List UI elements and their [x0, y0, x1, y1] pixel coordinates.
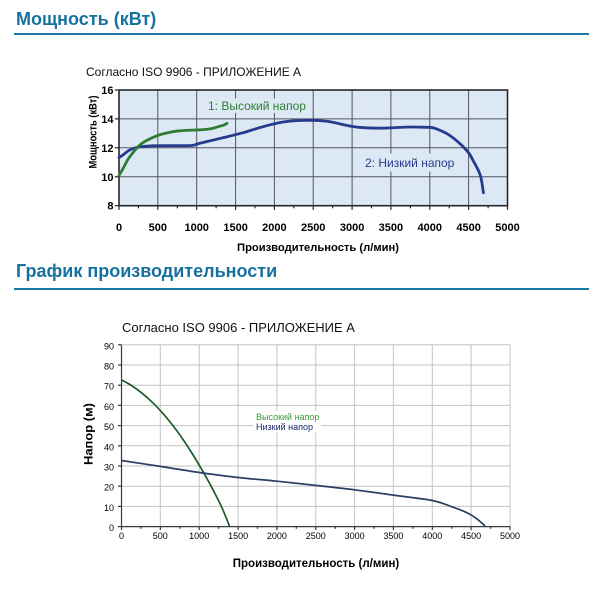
svg-text:Производительность (л/мин): Производительность (л/мин) [237, 242, 399, 254]
svg-text:Низкий напор: Низкий напор [256, 422, 313, 432]
svg-text:2000: 2000 [262, 222, 286, 234]
svg-text:2000: 2000 [267, 531, 287, 541]
svg-text:4500: 4500 [456, 222, 480, 234]
svg-text:60: 60 [104, 402, 114, 412]
svg-text:8: 8 [107, 201, 113, 213]
svg-text:10: 10 [104, 503, 114, 513]
svg-text:16: 16 [101, 85, 113, 97]
svg-text:0: 0 [109, 523, 114, 533]
svg-text:500: 500 [153, 531, 168, 541]
svg-text:Мощность (кВт): Мощность (кВт) [88, 95, 100, 168]
svg-text:Производительность (л/мин): Производительность (л/мин) [233, 558, 400, 570]
svg-text:3500: 3500 [379, 222, 403, 234]
svg-text:0: 0 [116, 222, 122, 234]
svg-text:500: 500 [149, 222, 167, 234]
svg-text:12: 12 [101, 143, 113, 155]
svg-text:90: 90 [104, 341, 114, 351]
svg-text:Согласно ISO 9906 - ПРИЛОЖЕНИЕ: Согласно ISO 9906 - ПРИЛОЖЕНИЕ А [86, 65, 301, 79]
svg-text:2: Низкий напор: 2: Низкий напор [365, 156, 455, 170]
svg-text:3500: 3500 [383, 531, 403, 541]
svg-text:Согласно ISO 9906 - ПРИЛОЖЕНИЕ: Согласно ISO 9906 - ПРИЛОЖЕНИЕ А [122, 320, 355, 335]
svg-text:0: 0 [119, 531, 124, 541]
svg-text:1: Высокий напор: 1: Высокий напор [208, 99, 306, 113]
svg-text:4000: 4000 [422, 531, 442, 541]
svg-text:30: 30 [104, 463, 114, 473]
svg-text:14: 14 [101, 114, 114, 126]
svg-text:3000: 3000 [340, 222, 364, 234]
svg-text:1500: 1500 [228, 531, 248, 541]
svg-text:4500: 4500 [461, 531, 481, 541]
svg-text:50: 50 [104, 422, 114, 432]
svg-text:40: 40 [104, 442, 114, 452]
svg-text:1000: 1000 [189, 531, 209, 541]
svg-text:5000: 5000 [500, 531, 520, 541]
svg-text:70: 70 [104, 382, 114, 392]
svg-text:10: 10 [101, 172, 113, 184]
svg-text:80: 80 [104, 362, 114, 372]
svg-text:20: 20 [104, 483, 114, 493]
svg-text:3000: 3000 [345, 531, 365, 541]
svg-text:2500: 2500 [301, 222, 325, 234]
svg-text:5000: 5000 [495, 222, 519, 234]
svg-text:Высокий напор: Высокий напор [256, 412, 319, 422]
svg-text:1500: 1500 [223, 222, 247, 234]
svg-text:Напор (м): Напор (м) [84, 403, 96, 465]
svg-text:4000: 4000 [418, 222, 442, 234]
svg-text:2500: 2500 [306, 531, 326, 541]
svg-text:1000: 1000 [184, 222, 208, 234]
